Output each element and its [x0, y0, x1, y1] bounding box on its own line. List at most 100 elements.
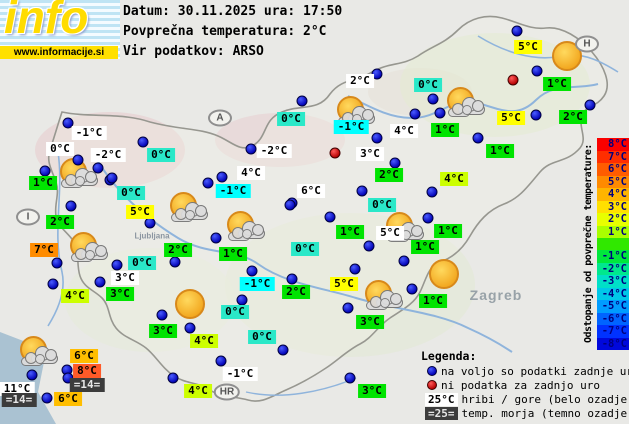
sun-icon: [421, 257, 467, 291]
blue-station-dot: [511, 25, 523, 37]
station-temp-label: 2°C: [559, 110, 587, 124]
red-dot-icon: [427, 380, 437, 390]
station-temp-label: 5°C: [330, 277, 358, 291]
header-avg-temp: Povprečna temperatura: 2°C: [123, 24, 327, 39]
blue-station-dot: [472, 132, 484, 144]
cloud-icon: [171, 208, 195, 222]
scale-band: [597, 238, 629, 250]
station-temp-label: 1°C: [29, 176, 57, 190]
scale-band: 1°C: [597, 225, 629, 238]
red-station-dot: [329, 147, 341, 159]
blue-station-dot: [167, 372, 179, 384]
station-temp-label: =14=: [1, 393, 37, 407]
station-temp-label: 3°C: [356, 147, 384, 161]
scale-band: 5°C: [597, 175, 629, 188]
header-date: Datum: 30.11.2025 ura: 17:50: [123, 4, 343, 19]
station-temp-label: 2°C: [46, 215, 74, 229]
terrain-pannonia: [400, 33, 590, 137]
station-temp-label: 4°C: [390, 124, 418, 138]
blue-station-dot: [363, 240, 375, 252]
legend-item-text: temp. morja (temno ozadje): [461, 407, 629, 420]
sun-icon: [429, 259, 459, 289]
station-temp-label: 3°C: [358, 384, 386, 398]
country-marker-a: A: [208, 109, 232, 127]
blue-station-dot: [26, 369, 38, 381]
sun-cloud-icon: [222, 210, 268, 244]
blue-station-dot: [106, 172, 118, 184]
station-temp-label: -1°C: [222, 367, 258, 381]
temperature-scale: 8°C 7°C 6°C 5°C 4°C 3°C 2°C 1°C -1°C -2°C -3°C -4°C…: [597, 138, 629, 350]
station-temp-label: 6°C: [297, 184, 325, 198]
blue-station-dot: [356, 185, 368, 197]
city-label-zagreb: Zagreb: [469, 287, 523, 303]
blue-station-dot: [422, 212, 434, 224]
station-temp-label: 0°C: [128, 256, 156, 270]
station-temp-label: 3°C: [111, 271, 139, 285]
station-temp-label: 1°C: [336, 225, 364, 239]
blue-station-dot: [296, 95, 308, 107]
blue-station-dot: [409, 108, 421, 120]
blue-station-dot: [169, 256, 181, 268]
cloud-icon: [448, 103, 472, 117]
blue-station-dot: [371, 132, 383, 144]
station-temp-label: 5°C: [514, 40, 542, 54]
station-temp-label: 0°C: [414, 78, 442, 92]
blue-station-dot: [41, 392, 53, 404]
station-temp-label: 1°C: [543, 77, 571, 91]
blue-station-dot: [72, 154, 84, 166]
blue-station-dot: [111, 259, 123, 271]
blue-station-dot: [389, 157, 401, 169]
blue-station-dot: [92, 162, 104, 174]
sun-cloud-icon: [65, 231, 111, 265]
cloud-icon: [366, 296, 390, 310]
station-temp-label: 3°C: [106, 287, 134, 301]
legend-item-text: ni podatka za zadnjo uro: [441, 379, 600, 392]
legend-item-text: hribi / gore (belo ozadje): [461, 393, 629, 406]
scale-band: 8°C: [597, 138, 629, 151]
station-temp-label: 1°C: [434, 224, 462, 238]
scale-band: 2°C: [597, 213, 629, 226]
station-temp-label: 4°C: [190, 334, 218, 348]
station-temp-label: =14=: [69, 378, 105, 392]
blue-station-dot: [39, 165, 51, 177]
blue-station-dot: [286, 273, 298, 285]
sun-cloud-icon: [442, 86, 488, 120]
blue-station-dot: [277, 344, 289, 356]
river-kolpa: [245, 377, 357, 396]
blue-station-dot: [284, 199, 296, 211]
station-temp-label: 7°C: [30, 243, 58, 257]
scale-band: 4°C: [597, 188, 629, 201]
scale-band: 3°C: [597, 200, 629, 213]
station-temp-label: 5°C: [376, 226, 404, 240]
station-temp-label: 0°C: [117, 186, 145, 200]
station-temp-label: 8°C: [73, 364, 101, 378]
station-temp-label: 11°C: [0, 382, 35, 396]
blue-station-dot: [427, 93, 439, 105]
station-temp-label: 0°C: [291, 242, 319, 256]
legend: Legenda: na voljo so podatki zadnje ure …: [421, 349, 629, 421]
cloud-icon: [228, 227, 252, 241]
logo-url[interactable]: www.informacije.si: [0, 46, 118, 59]
blue-station-dot: [216, 171, 228, 183]
station-temp-label: 1°C: [419, 294, 447, 308]
station-temp-label: 3°C: [356, 315, 384, 329]
station-temp-label: 4°C: [184, 384, 212, 398]
station-temp-label: -1°C: [333, 120, 369, 134]
dark-chip-sample: =25=: [425, 407, 458, 420]
scale-title: Odstopanje od povprečne temperature:: [583, 144, 594, 344]
blue-station-dot: [398, 255, 410, 267]
blue-station-dot: [210, 232, 222, 244]
scale-band: -7°C: [597, 325, 629, 338]
station-temp-label: 2°C: [346, 74, 374, 88]
legend-item-sea-temp: =25= temp. morja (temno ozadje): [421, 407, 629, 421]
blue-station-dot: [215, 355, 227, 367]
sun-cloud-icon: [15, 335, 61, 369]
country-marker-h: H: [575, 35, 599, 53]
scale-band: 6°C: [597, 163, 629, 176]
country-marker-hr: HR: [213, 383, 241, 401]
blue-station-dot: [62, 117, 74, 129]
scale-band: -2°C: [597, 262, 629, 275]
sun-icon: [175, 289, 205, 319]
legend-item-last-hour: na voljo so podatki zadnje ure: [421, 365, 629, 379]
site-logo[interactable]: info www.informacije.si: [0, 0, 120, 59]
